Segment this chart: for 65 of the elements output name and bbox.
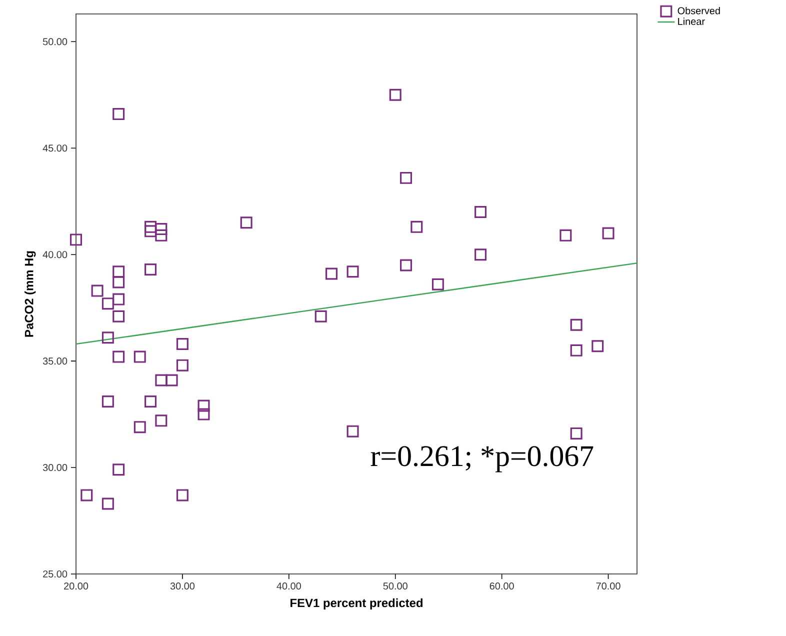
point — [570, 427, 582, 440]
y-tick-label: 45.00 — [42, 144, 68, 152]
point — [592, 340, 604, 352]
point — [176, 359, 188, 372]
point — [102, 332, 114, 344]
point — [112, 464, 125, 476]
point — [102, 396, 114, 408]
y-tick-label: 30.00 — [42, 464, 68, 472]
point — [432, 278, 444, 290]
point — [176, 338, 188, 350]
legend-label: Linear — [678, 18, 705, 25]
point — [400, 172, 412, 184]
point — [400, 259, 412, 272]
point — [325, 268, 338, 280]
x-tick-label: 70.00 — [596, 582, 620, 590]
point — [155, 223, 168, 236]
x-tick-label: 20.00 — [64, 582, 88, 590]
point — [134, 350, 146, 363]
point — [102, 298, 114, 310]
point — [198, 400, 210, 412]
point — [134, 421, 146, 434]
point — [176, 489, 188, 502]
point — [346, 266, 359, 278]
point — [112, 108, 125, 120]
point — [144, 396, 157, 408]
point — [91, 284, 104, 297]
point — [240, 216, 252, 229]
annotation: r=0.261; *p=0.067 — [370, 446, 594, 472]
legend-label: Observed — [678, 6, 720, 14]
point — [570, 344, 582, 356]
y-tick-label: 35.00 — [42, 358, 68, 365]
point — [112, 310, 125, 322]
point — [102, 498, 114, 510]
point — [474, 206, 487, 218]
y-tick-label: 40.00 — [42, 251, 68, 258]
y-tick-label: 25.00 — [43, 570, 68, 578]
x-tick-label: 40.00 — [276, 582, 301, 590]
point — [155, 229, 168, 242]
y-tick-label: 50.00 — [42, 38, 68, 46]
x-tick-label: 50.00 — [383, 582, 408, 590]
point — [144, 225, 157, 238]
point — [198, 408, 210, 420]
y-axis-title: PaCO2 (mm Hg — [24, 251, 36, 337]
point — [112, 276, 125, 288]
point — [155, 374, 168, 386]
point — [70, 234, 82, 246]
x-tick-label: 60.00 — [490, 582, 514, 590]
point — [112, 266, 125, 278]
x-tick-label: 30.00 — [170, 582, 195, 590]
point — [389, 88, 402, 101]
x-axis-title: FEV1 percent predicted — [290, 598, 422, 610]
point — [602, 227, 614, 240]
point — [560, 229, 572, 242]
point — [314, 310, 327, 322]
point — [410, 220, 423, 233]
point — [112, 293, 125, 306]
point — [112, 350, 125, 363]
point — [80, 489, 93, 502]
point — [474, 248, 487, 261]
point — [144, 263, 157, 276]
point — [144, 220, 157, 233]
point — [570, 318, 582, 331]
point — [155, 414, 168, 427]
point — [166, 374, 178, 386]
point — [346, 425, 359, 438]
